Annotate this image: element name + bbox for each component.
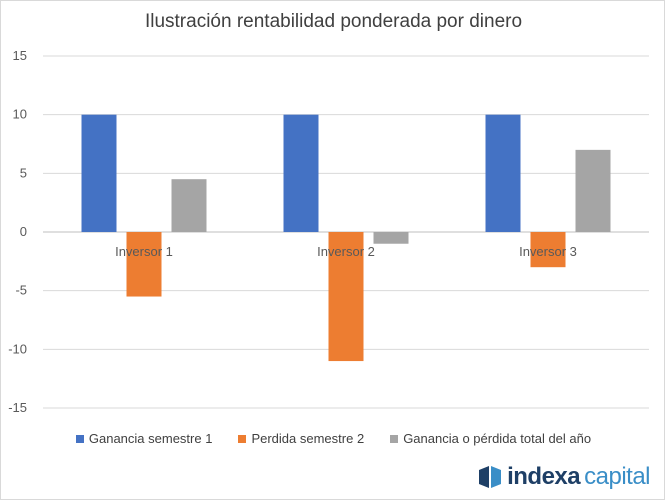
legend-item: Ganancia semestre 1 bbox=[75, 431, 213, 446]
legend-label: Perdida semestre 2 bbox=[251, 431, 365, 446]
indexa-logo-icon bbox=[479, 466, 502, 488]
bar-1-1 bbox=[81, 114, 117, 232]
chart-title: Ilustración rentabilidad ponderada por d… bbox=[144, 11, 523, 32]
legend-item: Ganancia o pérdida total del año bbox=[390, 431, 591, 446]
indexacapital-logo: indexa capital bbox=[477, 463, 650, 491]
y-tick-label: 15 bbox=[13, 48, 27, 63]
legend: Ganancia semestre 1 Perdida semestre 2 Gan… bbox=[1, 431, 665, 446]
y-tick-label: 0 bbox=[20, 224, 27, 239]
bar-1-2 bbox=[283, 114, 319, 232]
legend-item: Perdida semestre 2 bbox=[238, 431, 364, 446]
legend-label: Ganancia semestre 1 bbox=[88, 431, 213, 446]
category-label: Inversor 3 bbox=[519, 244, 577, 259]
bar-2-2 bbox=[328, 232, 364, 362]
legend-swatch bbox=[75, 434, 84, 443]
bar-3-1 bbox=[171, 179, 207, 232]
category-label: Inversor 2 bbox=[317, 244, 375, 259]
bar-3-2 bbox=[373, 232, 409, 244]
y-tick-label: -10 bbox=[8, 341, 27, 356]
category-label: Inversor 1 bbox=[115, 244, 173, 259]
y-tick-label: 10 bbox=[13, 107, 27, 122]
bar-1-3 bbox=[485, 114, 521, 232]
logo-text-capital: capital bbox=[584, 463, 650, 490]
y-tick-label: -5 bbox=[15, 283, 27, 298]
y-tick-label: -15 bbox=[8, 400, 27, 415]
legend-swatch bbox=[390, 434, 399, 443]
bar-3-3 bbox=[575, 149, 611, 232]
logo-text-indexa: indexa bbox=[507, 463, 581, 490]
y-tick-label: 5 bbox=[20, 165, 27, 180]
bar-2-3 bbox=[530, 232, 566, 268]
bar-2-1 bbox=[126, 232, 162, 297]
legend-label: Ganancia o pérdida total del año bbox=[403, 431, 592, 446]
legend-swatch bbox=[238, 434, 247, 443]
